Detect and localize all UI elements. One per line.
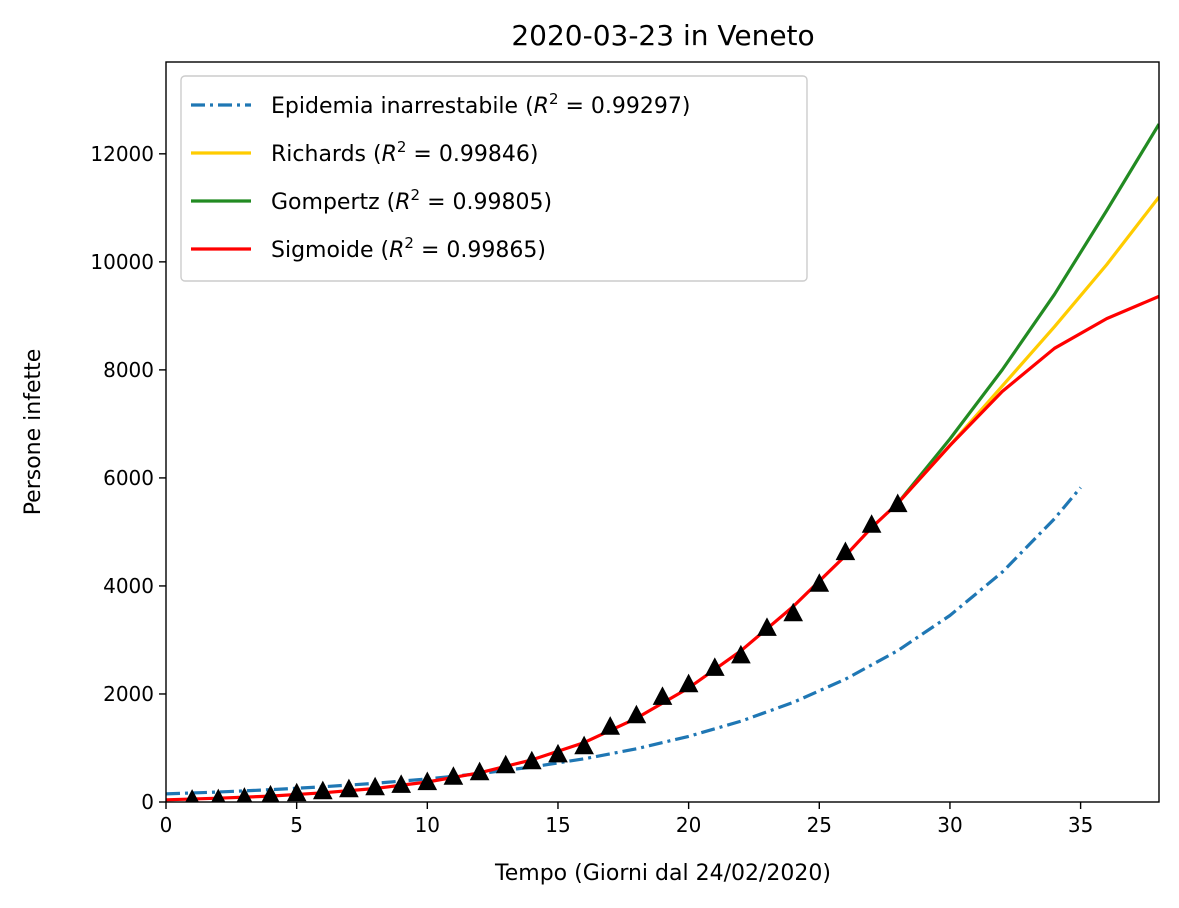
legend-entry-4: Sigmoide (R2 = 0.99865) [271, 234, 546, 263]
observed-point [809, 573, 830, 592]
x-axis-label: Tempo (Giorni dal 24/02/2020) [494, 861, 831, 886]
x-tick-label: 35 [1068, 813, 1093, 837]
plot-area [166, 123, 1159, 802]
x-tick-label: 5 [290, 813, 303, 837]
observed-point [731, 644, 751, 664]
observed-point [783, 602, 804, 622]
legend: Epidemia inarrestabile (R2 = 0.99297) Ric… [180, 75, 808, 282]
observed-point [626, 704, 647, 724]
axis-ticks: 0 5 10 15 20 25 30 35 0 2000 4000 6000 8000 10000 1200… [90, 142, 1093, 837]
x-tick-label: 0 [160, 813, 173, 837]
observed-point [286, 782, 307, 802]
y-tick-label: 8000 [103, 358, 154, 382]
observed-point [574, 735, 594, 755]
observed-point [678, 673, 699, 693]
observed-point [600, 716, 621, 735]
y-tick-label: 6000 [103, 466, 154, 490]
legend-entry-1: Epidemia inarrestabile (R2 = 0.99297) [271, 90, 691, 119]
series-line-1 [166, 486, 1082, 796]
observed-point [365, 776, 385, 796]
y-tick-label: 12000 [90, 142, 154, 166]
observed-point [261, 784, 280, 802]
y-tick-label: 2000 [103, 682, 154, 706]
y-tick-label: 4000 [103, 574, 154, 598]
x-tick-label: 20 [676, 813, 701, 837]
x-tick-label: 15 [545, 813, 570, 837]
observed-point [495, 754, 516, 774]
observed-point [757, 617, 777, 636]
observed-point [835, 541, 856, 561]
legend-box [180, 75, 808, 282]
y-tick-label: 10000 [90, 250, 154, 274]
x-tick-label: 10 [415, 813, 440, 837]
y-tick-label: 0 [141, 790, 154, 814]
observed-point [887, 493, 908, 513]
chart-title: 2020-03-23 in Veneto [511, 19, 814, 52]
observed-point [417, 771, 438, 791]
observed-point [861, 514, 882, 533]
axes-frame [165, 61, 1160, 803]
observed-point [443, 766, 464, 785]
observed-point [312, 780, 333, 800]
observed-point [469, 761, 490, 781]
observed-point [652, 686, 673, 705]
legend-entry-2: Richards (R2 = 0.99846) [271, 138, 538, 167]
legend-entry-3: Gompertz (R2 = 0.99805) [271, 186, 552, 215]
observed-point [339, 778, 359, 798]
observed-point [391, 774, 412, 793]
x-tick-label: 25 [807, 813, 832, 837]
observed-point [548, 743, 568, 763]
x-tick-label: 30 [937, 813, 962, 837]
y-axis-label: Persone infette [21, 349, 46, 516]
observed-point [236, 787, 253, 802]
observed-point [185, 789, 199, 802]
series-line-4 [166, 294, 1159, 802]
series-line-3 [896, 123, 1159, 505]
observed-point [521, 750, 542, 770]
observed-point [704, 657, 725, 676]
observed-point [211, 788, 226, 802]
